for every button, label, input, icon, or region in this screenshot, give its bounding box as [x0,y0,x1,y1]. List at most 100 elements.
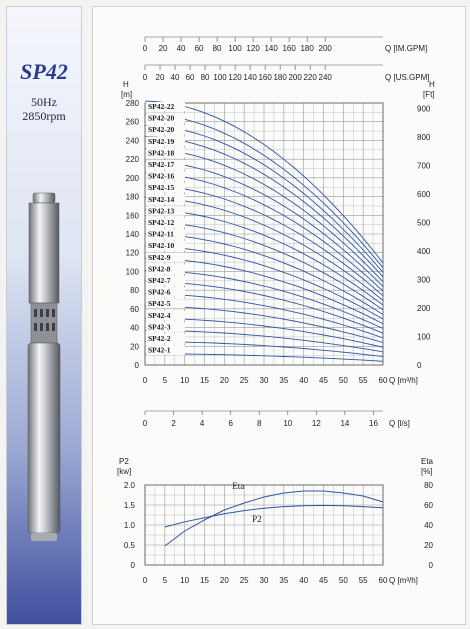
p2-curve [164,504,384,528]
series-label-bg [146,148,185,158]
top2-tick-label: 240 [319,73,333,82]
x-tick-label: 5 [163,376,168,385]
chart-panel: 0 20 40 60 80 100 120 140 160 180 200 220 240 260 280 H… [92,6,466,625]
x-tick-label: 55 [359,376,368,385]
x-tick-label: 20 [220,576,229,585]
series-label-bg [146,113,185,123]
series-label: SP42-4 [148,311,171,320]
top2-tick-label: 180 [273,73,287,82]
series-label: SP42-15 [148,183,175,192]
series-label-bg [146,206,185,216]
x-tick-label: 0 [143,576,148,585]
x-tick-label: 5 [163,576,168,585]
y2-tick-label: 900 [417,104,431,113]
series-label: SP42-17 [148,160,175,169]
y-tick-label: 1.5 [124,501,136,510]
y-axis-unit: [kw] [117,467,131,476]
x-tick-label: 35 [279,576,288,585]
series-label: SP42-20 [148,125,175,134]
model-name: SP42 [20,59,68,84]
x-tick-label: 45 [319,376,328,385]
series-label: SP42-13 [148,206,175,215]
top2-tick-label: 100 [213,73,227,82]
plot-frame [144,484,384,566]
ls-tick-label: 6 [228,419,233,428]
x-tick-label: 0 [143,376,148,385]
y2-tick-label: 100 [417,332,431,341]
ls-tick-label: 4 [200,419,205,428]
x-tick-label: 60 [379,376,388,385]
ls-tick-label: 8 [257,419,262,428]
top-tick-label: 140 [264,44,278,53]
y2-tick-label: 20 [424,541,433,550]
x-tick-label: 40 [299,376,308,385]
y2-axis-unit: [Ft] [423,90,435,99]
top2-tick-label: 80 [201,73,210,82]
y2-tick-label: 200 [417,304,431,313]
y2-tick-label: 80 [424,481,433,490]
series-label-bg [146,345,185,355]
series-label: SP42-3 [148,322,171,331]
x-tick-label: 40 [299,576,308,585]
series-label: SP42-7 [148,276,171,285]
top2-tick-label: 40 [171,73,180,82]
series-label-bg [146,310,185,320]
y-axis-label: H [123,80,129,89]
x-tick-label: 60 [379,576,388,585]
series-label: SP42-22 [148,102,175,111]
top-tick-label: 80 [213,44,222,53]
performance-chart: 020406080100120140160180200220240260280H… [117,36,435,585]
x-tick-label: 25 [240,376,249,385]
y2-axis-label: H [429,80,435,89]
x-tick-label: 35 [279,376,288,385]
y2-tick-label: 300 [417,275,431,284]
y-tick-label: 1.0 [124,521,136,530]
top2-tick-label: 140 [243,73,257,82]
y-tick-label: 0 [135,361,140,370]
y2-tick-label: 0 [417,361,422,370]
ls-tick-label: 16 [369,419,378,428]
x-tick-label: 10 [180,376,189,385]
x-tick-label: 25 [240,576,249,585]
y2-tick-label: 800 [417,133,431,142]
series-label: SP42-16 [148,172,175,181]
series-label-bg [146,218,185,227]
series-label-bg [146,334,185,343]
eta-label: Eta [232,481,244,491]
y-axis-unit: [m] [121,90,132,99]
top2-tick-label: 160 [258,73,272,82]
series-label: SP42-6 [148,288,171,297]
y2-tick-label: 0 [429,561,434,570]
series-label-bg [146,160,185,169]
series-label: SP42-9 [148,253,171,262]
top2-tick-label: 120 [228,73,242,82]
top-tick-label: 120 [246,44,260,53]
y-tick-label: 220 [126,155,140,164]
top-tick-label: 160 [282,44,296,53]
top2-tick-label: 200 [288,73,302,82]
x-tick-label: 15 [200,376,209,385]
y2-axis-label: Eta [421,457,434,466]
x-tick-label: 50 [339,576,348,585]
series-label: SP42-5 [148,299,171,308]
series-label-bg [146,171,185,181]
series-label-bg [146,136,185,146]
y-tick-label: 200 [126,174,140,183]
top-tick-label: 60 [195,44,204,53]
y-tick-label: 160 [126,211,140,220]
y2-tick-label: 500 [417,218,431,227]
y2-tick-label: 60 [424,501,433,510]
series-label-bg [146,264,185,274]
series-label-bg [146,102,185,111]
eta-curve [164,490,384,547]
pump-image [27,192,61,541]
y-tick-label: 20 [130,342,139,351]
y2-axis-unit: [%] [421,467,433,476]
series-label: SP42-12 [148,218,175,227]
y-tick-label: 140 [126,230,140,239]
y2-tick-label: 400 [417,247,431,256]
ls-tick-label: 12 [312,419,321,428]
series-label: SP42-14 [148,195,175,204]
y-tick-label: 180 [126,193,140,202]
series-label-bg [146,241,185,251]
